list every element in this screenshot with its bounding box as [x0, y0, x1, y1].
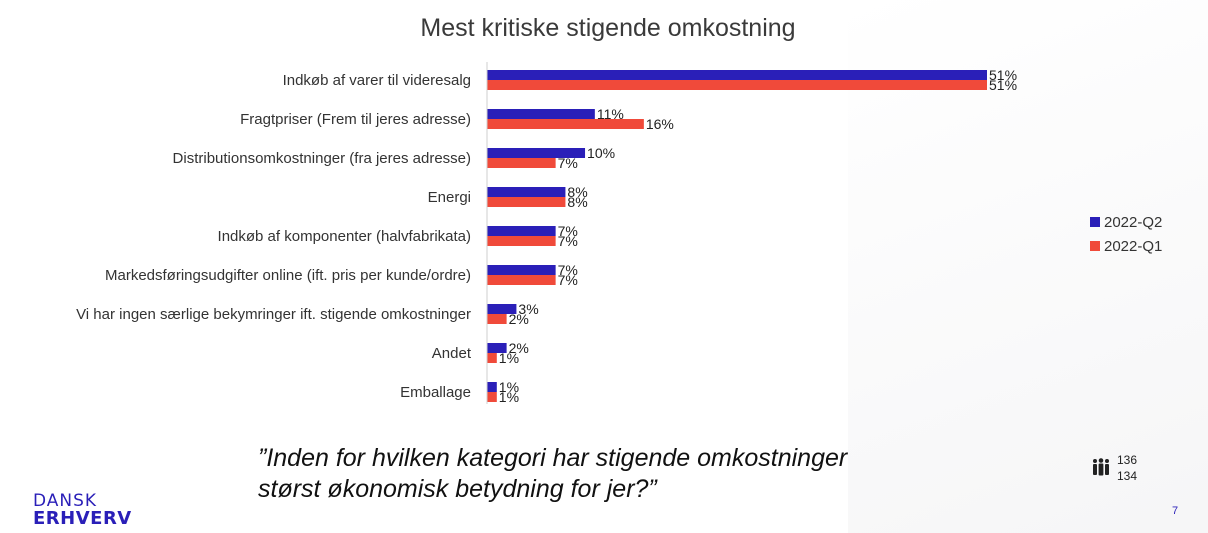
survey-question-line2: størst økonomisk betydning for jer?”: [258, 475, 657, 503]
bar-q1: [487, 158, 556, 168]
bar-q2: [487, 148, 586, 158]
category-label: Emballage: [400, 384, 471, 401]
category-label: Markedsføringsudgifter online (ift. pris…: [105, 267, 471, 284]
bar-q1: [487, 353, 497, 363]
bar-q1: [487, 80, 987, 90]
bar-q1: [487, 119, 644, 129]
dansk-erhverv-logo: DANSK ERHVERV: [33, 491, 132, 529]
survey-question: ”Inden for hvilken kategori har stigende…: [258, 443, 847, 505]
chart-title: Mest kritiske stigende omkostning: [420, 14, 796, 42]
category-label: Distributionsomkostninger (fra jeres adr…: [173, 150, 471, 167]
respondent-counts: 136 134: [1117, 452, 1137, 484]
bar-q1: [487, 236, 556, 246]
data-label-q1: 51%: [989, 77, 1017, 93]
respondent-count-q1: 134: [1117, 469, 1138, 483]
data-label-q2: 1%: [499, 379, 519, 395]
data-label-q2: 10%: [587, 145, 615, 161]
bar-q1: [487, 197, 566, 207]
survey-question-line1: ”Inden for hvilken kategori har stigende…: [258, 444, 848, 472]
data-label-q1: 1%: [499, 389, 519, 405]
legend-label-q2: 2022-Q2: [1104, 213, 1163, 231]
bar-q2: [487, 109, 595, 119]
logo-text-line1: DANSK: [33, 491, 98, 511]
bar-q2: [487, 382, 497, 392]
bar-q2: [487, 70, 987, 80]
bar-q1: [487, 392, 497, 402]
category-label: Fragtpriser (Frem til jeres adresse): [240, 111, 471, 128]
chart-legend: 2022-Q2 2022-Q1: [1090, 210, 1162, 258]
data-label-q1: 7%: [558, 233, 578, 249]
category-label: Indkøb af komponenter (halvfabrikata): [218, 228, 471, 245]
data-label-q1: 1%: [499, 350, 519, 366]
category-label: Indkøb af varer til videresalg: [283, 72, 471, 89]
category-label: Energi: [428, 189, 471, 206]
data-label-q1: 2%: [509, 311, 529, 327]
people-icon: [1093, 458, 1109, 476]
legend-label-q1: 2022-Q1: [1104, 237, 1163, 255]
legend-item-q2: 2022-Q2: [1090, 210, 1162, 234]
data-label-q1: 7%: [558, 155, 578, 171]
page-number: 7: [1172, 505, 1179, 517]
data-label-q2: 7%: [558, 262, 578, 278]
bar-q1: [487, 314, 507, 324]
logo-text-line2: ERHVERV: [33, 508, 132, 529]
bar-q1: [487, 275, 556, 285]
bar-q2: [487, 187, 566, 197]
bar-q2: [487, 265, 556, 275]
bar-q2: [487, 304, 517, 314]
data-label-q2: 11%: [597, 106, 624, 122]
bar-chart: Indkøb af varer til videresalg 51%51% Frag…: [76, 62, 1017, 405]
legend-item-q1: 2022-Q1: [1090, 234, 1162, 258]
legend-swatch-q1: [1090, 241, 1100, 251]
data-label-q1: 7%: [558, 272, 578, 288]
bar-q2: [487, 343, 507, 353]
data-label-q2: 7%: [558, 223, 578, 239]
category-label: Andet: [432, 345, 472, 362]
data-label-q2: 8%: [567, 184, 587, 200]
data-label-q2: 2%: [509, 340, 529, 356]
respondent-count-q2: 136: [1117, 453, 1138, 467]
data-label-q2: 51%: [989, 67, 1017, 83]
data-label-q1: 16%: [646, 116, 674, 132]
data-label-q2: 3%: [518, 301, 538, 317]
data-label-q1: 8%: [567, 194, 587, 210]
category-label: Vi har ingen særlige bekymringer ift. st…: [76, 306, 471, 323]
bar-q2: [487, 226, 556, 236]
legend-swatch-q2: [1090, 217, 1100, 227]
